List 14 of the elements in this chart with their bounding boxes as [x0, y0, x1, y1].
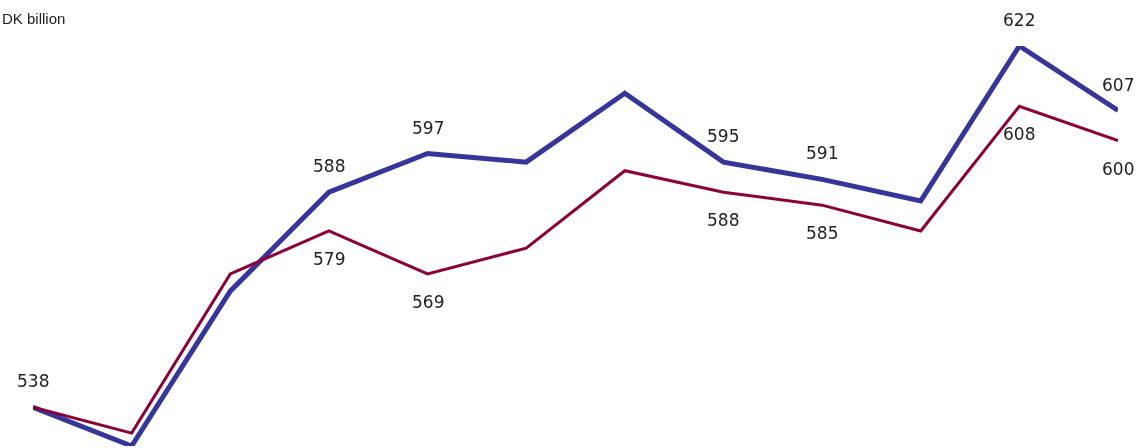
data-label: 622 [1003, 10, 1036, 30]
data-label: 588 [707, 210, 740, 230]
data-label: 597 [412, 118, 445, 138]
data-label: 538 [17, 371, 50, 391]
data-label: 569 [412, 292, 445, 312]
data-label: 588 [313, 156, 346, 176]
data-label: 579 [313, 249, 346, 269]
data-label: 585 [806, 223, 839, 243]
data-label: 595 [707, 126, 740, 146]
data-label: 607 [1102, 75, 1135, 95]
data-label: 608 [1003, 124, 1036, 144]
data-label: 600 [1102, 159, 1135, 179]
data-label: 591 [806, 143, 839, 163]
y-axis-title: DK billion [2, 10, 66, 27]
